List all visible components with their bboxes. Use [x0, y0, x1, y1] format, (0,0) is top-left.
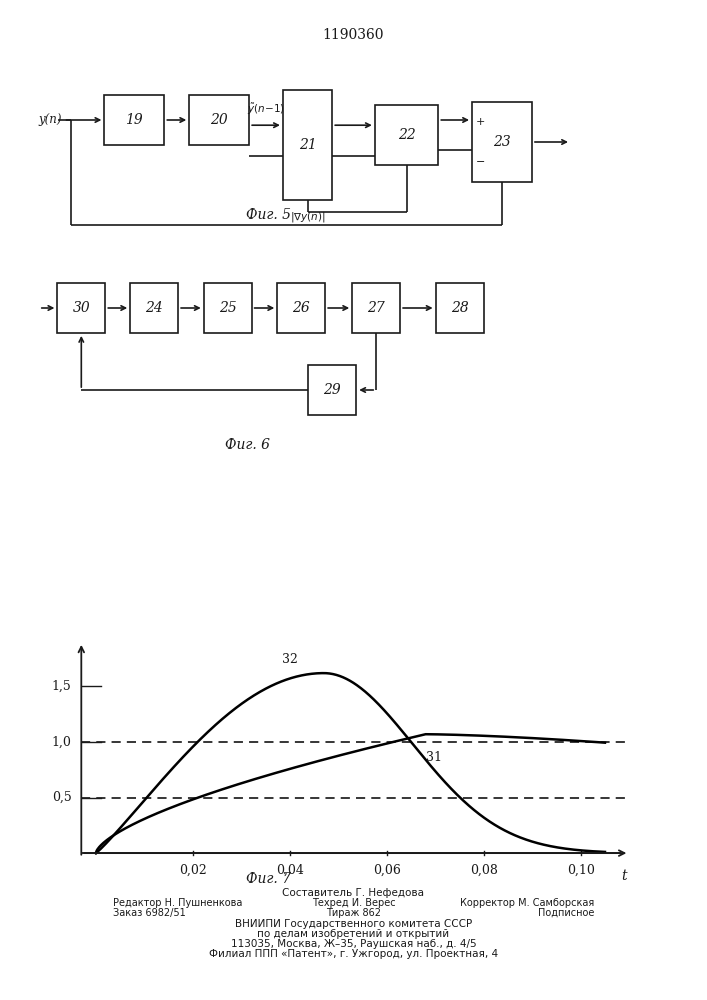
Text: Заказ 6982/51: Заказ 6982/51: [113, 908, 186, 918]
Text: 27: 27: [367, 301, 385, 315]
Text: 0,5: 0,5: [52, 791, 71, 804]
Text: 25: 25: [218, 301, 237, 315]
Text: 1,0: 1,0: [52, 736, 71, 748]
Text: ВНИИПИ Государственного комитета СССР: ВНИИПИ Государственного комитета СССР: [235, 919, 472, 929]
Text: Составитель Г. Нефедова: Составитель Г. Нефедова: [283, 888, 424, 898]
Text: t: t: [621, 869, 627, 883]
Text: 20: 20: [210, 113, 228, 127]
Text: 1,5: 1,5: [52, 680, 71, 693]
Text: по делам изобретений и открытий: по делам изобретений и открытий: [257, 929, 450, 939]
Text: 0,04: 0,04: [276, 864, 304, 877]
FancyBboxPatch shape: [436, 283, 484, 333]
Text: Тираж 862: Тираж 862: [326, 908, 381, 918]
FancyBboxPatch shape: [277, 283, 325, 333]
Text: Корректор М. Самборская: Корректор М. Самборская: [460, 898, 594, 908]
FancyBboxPatch shape: [283, 90, 332, 200]
Text: 29: 29: [323, 383, 341, 397]
Text: 31: 31: [426, 751, 442, 764]
Text: Фиг. 6: Фиг. 6: [225, 438, 270, 452]
FancyBboxPatch shape: [105, 95, 164, 145]
Text: 22: 22: [397, 128, 416, 142]
Text: Редактор Н. Пушненкова: Редактор Н. Пушненкова: [113, 898, 243, 908]
Text: $|\nabla y(n)|$: $|\nabla y(n)|$: [290, 210, 325, 224]
Text: Подписное: Подписное: [537, 908, 594, 918]
Text: 30: 30: [72, 301, 90, 315]
FancyBboxPatch shape: [204, 283, 252, 333]
Text: 0,08: 0,08: [470, 864, 498, 877]
Text: Филиал ППП «Патент», г. Ужгород, ул. Проектная, 4: Филиал ППП «Патент», г. Ужгород, ул. Про…: [209, 949, 498, 959]
FancyBboxPatch shape: [189, 95, 250, 145]
FancyBboxPatch shape: [57, 283, 105, 333]
Text: 32: 32: [282, 653, 298, 666]
Text: 26: 26: [292, 301, 310, 315]
Text: $\tilde{y}(n\!-\!1)$: $\tilde{y}(n\!-\!1)$: [247, 102, 285, 117]
Text: 1190360: 1190360: [323, 28, 384, 42]
Text: 23: 23: [493, 135, 511, 149]
Text: 28: 28: [450, 301, 469, 315]
Text: 0,06: 0,06: [373, 864, 401, 877]
Text: Техред И. Верес: Техред И. Верес: [312, 898, 395, 908]
Text: 21: 21: [298, 138, 317, 152]
Text: 113035, Москва, Ж–35, Раушская наб., д. 4/5: 113035, Москва, Ж–35, Раушская наб., д. …: [230, 939, 477, 949]
Text: Фиг. 5: Фиг. 5: [246, 208, 291, 222]
Text: +: +: [475, 117, 485, 127]
FancyBboxPatch shape: [308, 365, 356, 415]
Text: 19: 19: [125, 113, 144, 127]
Text: 0,02: 0,02: [179, 864, 206, 877]
Text: 0,10: 0,10: [567, 864, 595, 877]
FancyBboxPatch shape: [352, 283, 400, 333]
FancyBboxPatch shape: [472, 102, 532, 182]
Text: 24: 24: [145, 301, 163, 315]
FancyBboxPatch shape: [130, 283, 178, 333]
Text: y(n): y(n): [39, 113, 62, 126]
FancyBboxPatch shape: [375, 105, 438, 165]
Text: −: −: [475, 157, 485, 167]
Text: Фиг. 7: Фиг. 7: [246, 872, 291, 886]
